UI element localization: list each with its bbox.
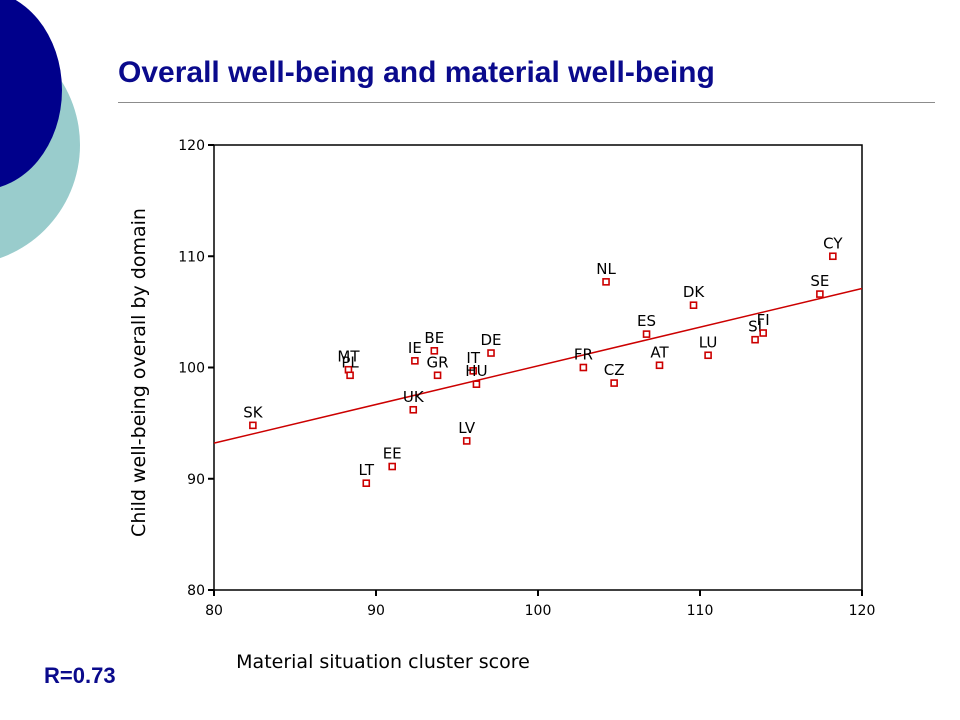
point-label-sk: SK (243, 403, 264, 421)
point-label-dk: DK (683, 283, 706, 301)
point-label-se: SE (810, 272, 829, 290)
point-label-pl: PL (341, 353, 359, 371)
point-label-lv: LV (458, 419, 476, 437)
point-label-de: DE (481, 331, 502, 349)
point-label-cz: CZ (604, 361, 625, 379)
data-point-fr (579, 363, 588, 372)
data-point-cz (610, 379, 618, 387)
data-point-ie (411, 357, 419, 365)
data-point-es (642, 330, 651, 338)
x-tick-label: 110 (687, 603, 714, 619)
data-point-se (816, 290, 824, 298)
point-label-ee: EE (383, 445, 402, 463)
slide-decoration (0, 0, 80, 259)
y-tick-label: 90 (187, 472, 205, 488)
point-label-ie: IE (408, 339, 422, 357)
y-axis-title: Child well-being overall by domain (128, 208, 150, 537)
data-point-gr (433, 371, 442, 380)
point-label-fi: FI (757, 311, 770, 329)
data-point-it (469, 367, 478, 375)
data-point-uk (409, 405, 418, 414)
point-label-lu: LU (699, 333, 718, 351)
point-label-nl: NL (596, 260, 616, 278)
data-point-cy (829, 252, 837, 261)
data-point-lu (704, 351, 712, 360)
x-tick-label: 120 (849, 603, 876, 619)
plot-frame (213, 144, 863, 591)
point-label-fr: FR (574, 346, 593, 364)
regression-line (213, 287, 863, 444)
decor-navy-ellipse (0, 0, 62, 187)
point-label-at: AT (650, 343, 669, 361)
title-divider (118, 102, 935, 103)
point-label-mt: MT (337, 348, 360, 366)
data-point-at (655, 361, 664, 370)
correlation-label: R=0.73 (44, 663, 116, 688)
data-point-lt (362, 479, 371, 488)
point-label-hu: HU (465, 362, 487, 380)
y-tick-label: 100 (178, 361, 205, 377)
x-tick-label: 80 (205, 603, 223, 619)
data-point-hu (472, 380, 481, 388)
data-point-dk (689, 301, 698, 310)
y-tick-label: 110 (178, 249, 205, 265)
x-tick-label: 90 (367, 603, 385, 619)
point-label-lt: LT (359, 461, 375, 479)
point-label-uk: UK (403, 388, 425, 406)
data-point-sk (249, 421, 257, 430)
y-tick-label: 120 (178, 138, 205, 154)
point-label-it: IT (466, 349, 480, 367)
data-point-de (487, 349, 495, 357)
point-label-gr: GR (427, 353, 449, 371)
data-point-si (751, 335, 759, 344)
point-label-cy: CY (823, 234, 843, 252)
data-point-be (430, 347, 439, 355)
data-point-nl (602, 278, 610, 286)
x-tick-label: 100 (525, 603, 552, 619)
x-axis-title: Material situation cluster score (236, 651, 530, 673)
data-point-fi (759, 329, 767, 337)
slide-title: Overall well-being and material well-bei… (118, 56, 715, 89)
y-tick-label: 80 (187, 583, 205, 599)
point-label-es: ES (637, 312, 656, 330)
data-point-pl (346, 371, 354, 380)
data-point-lv (462, 437, 471, 445)
point-label-be: BE (424, 329, 444, 347)
data-point-ee (388, 462, 397, 471)
point-label-si: SI (748, 318, 762, 336)
